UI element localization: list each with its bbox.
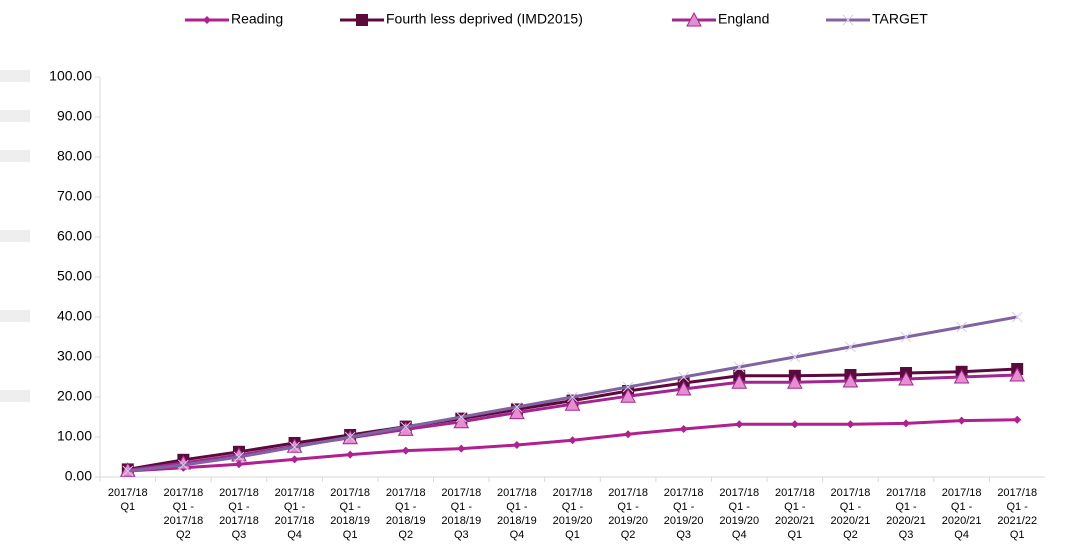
marker: [1013, 415, 1022, 424]
marker: [789, 351, 801, 363]
x-tick-label: 2017/18 Q1 - 2017/18 Q3: [219, 487, 259, 541]
x-tick-label: 2017/18 Q1 - 2017/18 Q2: [163, 487, 204, 541]
marker: [568, 436, 577, 445]
y-tick-label: 50.00: [57, 268, 92, 284]
marker: [902, 419, 911, 428]
legend-marker: [356, 14, 368, 26]
marker: [735, 420, 744, 429]
marker: [290, 455, 299, 464]
x-tick-label: 2017/18 Q1 - 2020/21 Q2: [830, 487, 871, 541]
marker: [512, 441, 521, 449]
x-tick-label: 2017/18 Q1: [107, 487, 148, 513]
marker: [509, 404, 525, 420]
legend-marker: [686, 11, 702, 27]
y-tick-label: 80.00: [57, 148, 92, 164]
y-tick-label: 30.00: [57, 348, 92, 364]
legend-marker: [842, 14, 854, 26]
marker: [898, 370, 914, 386]
legend-label: TARGET: [872, 11, 928, 27]
x-tick-label: 2017/18 Q1 - 2018/19 Q4: [497, 487, 537, 541]
legend-item: Fourth less deprived (IMD2015): [340, 11, 583, 27]
y-tick-label: 70.00: [57, 188, 92, 204]
x-tick-label: 2017/18 Q1 - 2019/20 Q2: [608, 487, 648, 541]
marker: [731, 374, 748, 389]
y-tick-label: 60.00: [57, 228, 92, 244]
x-tick-label: 2017/18 Q1 - 2020/21 Q3: [886, 487, 926, 541]
marker: [675, 380, 692, 396]
marker: [234, 460, 243, 469]
marker: [622, 381, 634, 393]
marker: [455, 411, 467, 423]
marker: [957, 416, 966, 425]
marker: [845, 341, 856, 353]
marker: [122, 465, 134, 477]
marker: [790, 420, 799, 429]
marker: [1009, 366, 1026, 382]
y-tick-label: 90.00: [57, 108, 92, 124]
x-tick-label: 2017/18 Q1 - 2018/19 Q2: [385, 487, 426, 541]
marker: [511, 401, 523, 413]
marker: [289, 441, 300, 453]
marker: [346, 450, 355, 459]
legend-item: TARGET: [826, 11, 928, 27]
y-tick-label: 20.00: [57, 388, 92, 404]
marker: [453, 413, 470, 429]
x-tick-label: 2017/18 Q1 - 2019/20 Q1: [552, 487, 593, 541]
marker: [178, 459, 189, 471]
marker: [953, 368, 970, 384]
marker: [846, 420, 855, 429]
x-tick-label: 2017/18 Q1 - 2018/19 Q3: [441, 487, 482, 541]
legend-label: Reading: [231, 11, 283, 27]
marker: [567, 391, 578, 403]
marker: [624, 430, 633, 439]
series-line: [127, 418, 1018, 473]
legend-marker: [203, 16, 211, 24]
legend-item: Reading: [185, 11, 283, 27]
legend-label: Fourth less deprived (IMD2015): [386, 11, 583, 27]
y-tick-label: 40.00: [57, 308, 92, 324]
marker: [956, 321, 967, 333]
marker: [233, 451, 245, 463]
decoration: [0, 70, 30, 402]
marker: [1011, 311, 1023, 323]
x-tick-label: 2017/18 Q1 - 2018/19 Q1: [330, 487, 371, 541]
marker: [457, 444, 466, 453]
x-tick-label: 2017/18 Q1 - 2017/18 Q4: [274, 487, 315, 541]
marker: [733, 361, 745, 373]
marker: [401, 446, 410, 455]
marker: [564, 396, 581, 411]
y-tick-label: 0.00: [65, 468, 92, 484]
y-tick-label: 100.00: [49, 68, 92, 84]
marker: [620, 388, 636, 403]
x-tick-label: 2017/18 Q1 - 2019/20 Q4: [719, 487, 760, 541]
y-tick-label: 10.00: [57, 428, 92, 444]
x-tick-label: 2017/18 Q1 - 2021/22 Q1: [997, 487, 1038, 541]
marker: [678, 371, 690, 383]
x-tick-label: 2017/18 Q1 - 2020/21 Q1: [774, 487, 815, 541]
marker: [400, 421, 412, 433]
x-tick-label: 2017/18 Q1 - 2019/20 Q3: [663, 487, 704, 541]
legend-item: England: [672, 11, 769, 27]
marker: [900, 331, 912, 343]
marker: [344, 431, 356, 443]
marker: [787, 374, 803, 389]
marker: [842, 372, 859, 388]
marker: [679, 425, 688, 433]
legend-label: England: [718, 11, 769, 27]
x-tick-label: 2017/18 Q1 - 2020/21 Q4: [941, 487, 982, 541]
